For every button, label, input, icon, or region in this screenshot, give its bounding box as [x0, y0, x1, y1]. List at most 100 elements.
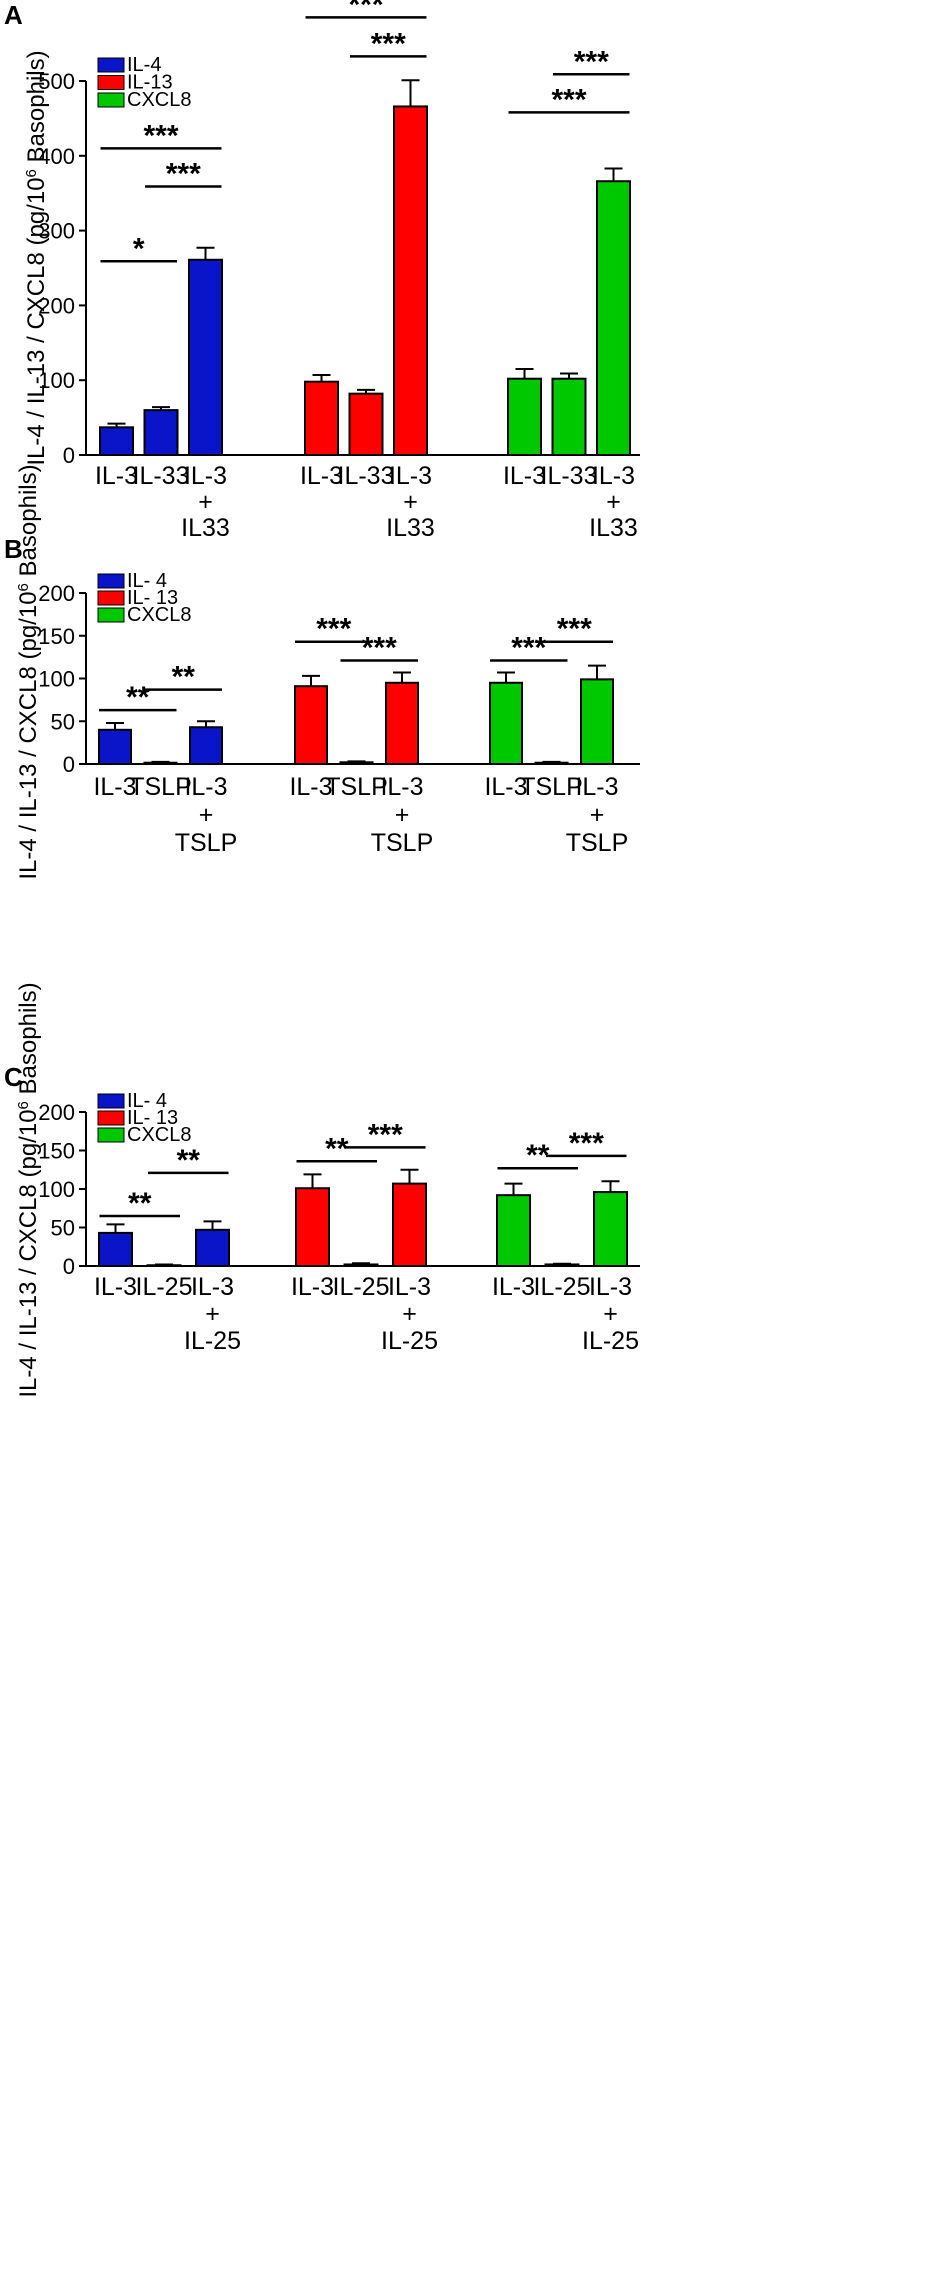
bar	[392, 1182, 427, 1267]
bar	[188, 258, 223, 456]
y-axis-label-main: IL-4 / IL-13 / CXCL8 (pg/10	[15, 591, 42, 879]
category-label: +	[205, 1300, 220, 1328]
category-label: IL-3	[575, 773, 618, 801]
category-label: +	[590, 801, 605, 829]
y-tick-label: 150	[38, 624, 75, 649]
category-label: IL33	[386, 514, 435, 542]
category-label: TSLP	[325, 773, 388, 801]
category-label: +	[603, 1300, 618, 1328]
bar	[534, 761, 569, 766]
legend-label: IL- 4	[127, 570, 167, 592]
significance-label: ***	[143, 119, 178, 152]
bar	[580, 678, 614, 765]
category-label: IL-25	[381, 1327, 438, 1355]
bar	[294, 685, 328, 766]
bar	[393, 105, 428, 456]
category-label: TSLP	[520, 773, 583, 801]
category-label: IL-3	[589, 1273, 632, 1301]
significance-label: ***	[371, 27, 406, 60]
category-label: IL33	[589, 514, 638, 542]
category-label: +	[402, 1300, 417, 1328]
category-label: IL-3	[484, 773, 527, 801]
bar	[489, 681, 523, 766]
significance-label: **	[172, 661, 196, 694]
bar	[348, 392, 384, 456]
category-label: +	[199, 801, 214, 829]
y-tick-label: 100	[38, 667, 75, 692]
y-tick-label: 150	[38, 1139, 75, 1164]
y-axis-label-main: IL-4 / IL-13 / CXCL8 (pg/10	[15, 1109, 42, 1397]
y-tick-label: 400	[38, 144, 75, 169]
legend-swatch	[97, 607, 125, 623]
legend-label: CXCL8	[127, 604, 191, 626]
significance-label: **	[177, 1144, 201, 1177]
panel-letter: A	[4, 0, 23, 30]
y-axis-label-tail: Basophils)	[15, 982, 42, 1101]
legend-swatch	[97, 57, 125, 73]
category-label: +	[395, 801, 410, 829]
category-label: IL-3	[389, 462, 432, 490]
significance-label: ***	[348, 0, 383, 21]
y-tick-label: 0	[63, 1254, 75, 1279]
category-label: IL-3	[95, 462, 138, 490]
bar	[551, 377, 587, 457]
bar	[507, 377, 542, 457]
category-label: IL-3	[184, 773, 227, 801]
category-label: +	[198, 488, 213, 516]
category-label: IL-3	[191, 1273, 234, 1301]
y-tick-label: 50	[51, 709, 75, 734]
significance-label: *	[133, 232, 145, 265]
legend-swatch	[97, 1093, 125, 1109]
category-label: IL-3	[93, 773, 136, 801]
category-label: IL-25	[582, 1327, 639, 1355]
y-tick-label: 50	[51, 1216, 75, 1241]
category-label: IL-3	[492, 1273, 535, 1301]
y-tick-label: 100	[38, 368, 75, 393]
category-label: IL-33	[338, 462, 395, 490]
significance-label: ***	[368, 1118, 403, 1151]
category-label: +	[606, 488, 621, 516]
legend-label: IL- 4	[127, 1090, 167, 1112]
y-tick-label: 0	[63, 752, 75, 777]
bar	[143, 409, 179, 456]
legend-swatch	[97, 1127, 125, 1143]
panel-letter: C	[4, 1062, 23, 1092]
bar	[593, 1191, 628, 1267]
category-label: +	[403, 488, 418, 516]
bar	[143, 761, 178, 766]
category-label: IL-3	[289, 773, 332, 801]
bar	[195, 1228, 230, 1268]
category-label: IL-25	[136, 1273, 193, 1301]
category-label: TSLP	[175, 829, 238, 857]
bar	[339, 761, 374, 765]
legend-swatch	[97, 1110, 125, 1126]
significance-label: **	[128, 1187, 152, 1220]
legend-label: IL-13	[127, 72, 173, 94]
legend-swatch	[97, 92, 125, 108]
category-label: IL-25	[534, 1273, 591, 1301]
y-tick-label: 0	[63, 443, 75, 468]
significance-label: **	[526, 1139, 550, 1172]
y-axis-label: IL-4 / IL-13 / CXCL8 (pg/106 Basophils)	[15, 464, 43, 879]
category-label: IL-3	[184, 462, 227, 490]
category-label: TSLP	[566, 829, 629, 857]
legend-label: IL- 13	[127, 587, 178, 609]
category-label: IL-3	[291, 1273, 334, 1301]
bar	[189, 726, 223, 765]
significance-label: ***	[166, 157, 201, 190]
bar	[385, 681, 419, 766]
y-tick-label: 100	[38, 1177, 75, 1202]
panel-letter: B	[4, 534, 23, 564]
category-label: IL-33	[133, 462, 190, 490]
category-label: IL-3	[592, 462, 635, 490]
significance-label: ***	[316, 613, 351, 646]
y-axis-label: IL-4 / IL-13 / CXCL8 (pg/106 Basophils)	[23, 50, 51, 465]
y-tick-label: 300	[38, 219, 75, 244]
bar	[544, 1263, 580, 1267]
significance-label: **	[126, 681, 150, 714]
bar	[596, 180, 631, 456]
bar	[496, 1194, 531, 1268]
